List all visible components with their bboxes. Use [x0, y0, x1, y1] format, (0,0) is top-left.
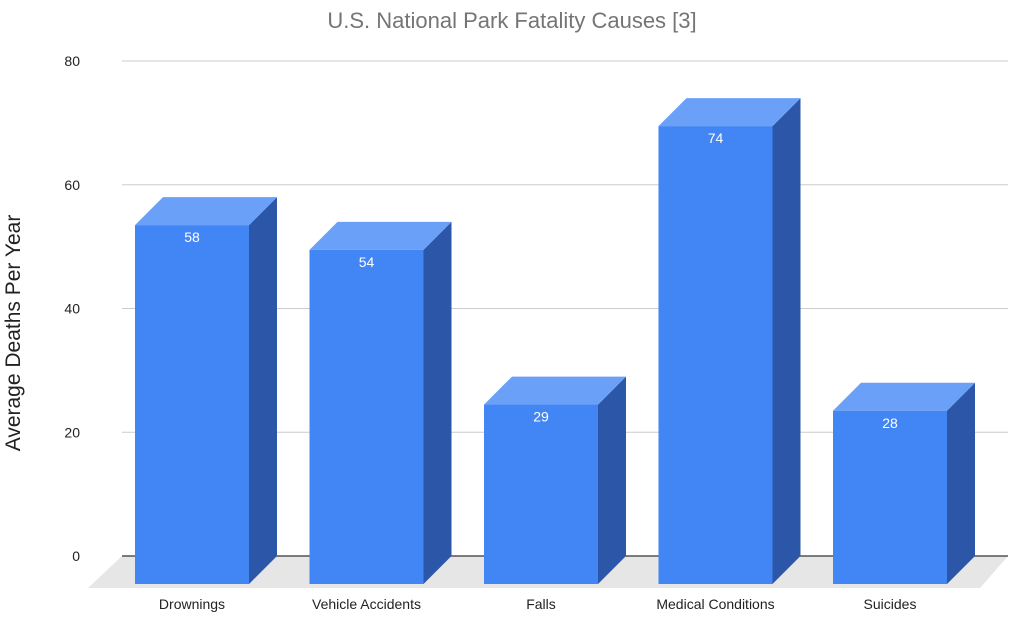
bar-top-face	[833, 382, 975, 411]
x-axis-ticks: Drownings Vehicle Accidents Falls Medical C…	[159, 596, 917, 612]
data-labels: 58 54 29 74 28	[184, 130, 898, 431]
bar-front-face	[658, 126, 773, 584]
bar-side-face	[423, 221, 452, 584]
x-tick-label: Suicides	[864, 596, 917, 612]
bar	[484, 376, 626, 584]
y-tick-label: 40	[64, 301, 80, 317]
y-tick-label: 80	[64, 53, 80, 69]
y-axis-ticks: 0 20 40 60 80	[64, 53, 80, 564]
bar-front-face	[833, 410, 947, 584]
bar-side-face	[598, 376, 626, 584]
x-tick-label: Medical Conditions	[656, 596, 774, 612]
bar	[135, 197, 277, 584]
x-tick-label: Vehicle Accidents	[312, 596, 421, 612]
y-tick-label: 0	[72, 548, 80, 564]
bar-side-face	[947, 382, 975, 584]
bar-front-face	[484, 404, 598, 584]
x-tick-label: Falls	[526, 596, 556, 612]
bar-front-face	[309, 249, 424, 584]
bar	[309, 221, 452, 584]
bar-top-face	[309, 221, 452, 250]
data-label: 54	[359, 254, 375, 270]
data-label: 28	[882, 415, 898, 431]
bar-front-face	[135, 225, 249, 584]
chart-title: U.S. National Park Fatality Causes [3]	[327, 8, 696, 33]
bar	[658, 98, 801, 584]
bar-top-face	[135, 197, 277, 226]
bar-side-face	[249, 197, 277, 584]
y-axis-label: Average Deaths Per Year	[2, 215, 25, 452]
bar-side-face	[772, 98, 801, 584]
y-tick-label: 20	[64, 424, 80, 440]
data-label: 74	[708, 130, 724, 146]
data-label: 58	[184, 229, 200, 245]
data-label: 29	[533, 409, 549, 425]
bar-top-face	[658, 98, 801, 127]
y-tick-label: 60	[64, 177, 80, 193]
x-tick-label: Drownings	[159, 596, 225, 612]
bar	[833, 382, 975, 584]
bar-top-face	[484, 376, 626, 405]
bars	[135, 98, 975, 584]
